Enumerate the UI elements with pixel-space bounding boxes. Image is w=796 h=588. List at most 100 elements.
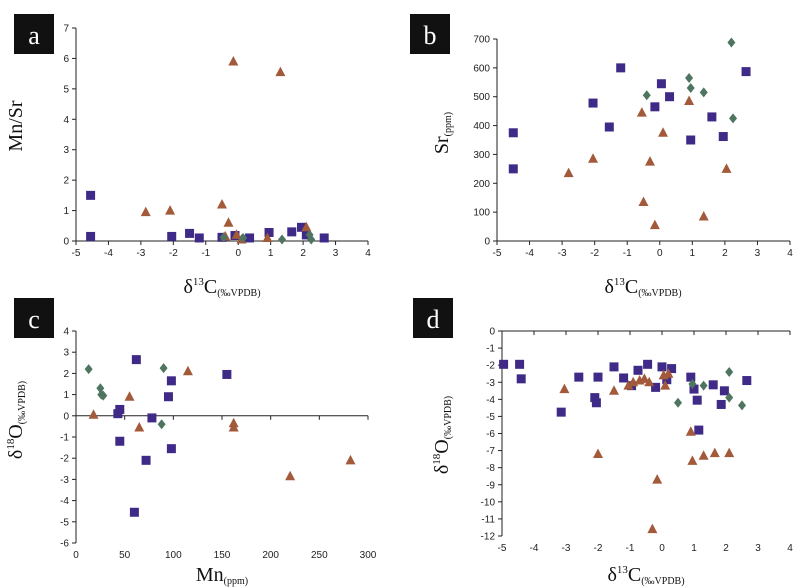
data-point-square xyxy=(686,372,696,382)
data-point-square xyxy=(694,425,704,435)
y-tick-label: 2 xyxy=(63,176,69,187)
x-tick-label: 1 xyxy=(268,248,274,259)
y-tick-label: 700 xyxy=(473,35,490,46)
x-tick-label: 50 xyxy=(119,550,131,561)
data-point-diamond xyxy=(685,72,694,83)
y-tick-label: 500 xyxy=(473,92,490,103)
data-point-diamond xyxy=(96,383,105,394)
panel-badge-label: c xyxy=(28,305,40,334)
data-point-diamond xyxy=(307,234,316,245)
data-point-square xyxy=(742,376,752,386)
y-tick-label: -2 xyxy=(486,361,495,372)
data-point-triangle xyxy=(709,447,720,458)
x-tick-label: 2 xyxy=(300,248,306,259)
y-axis-title-post: O xyxy=(5,424,27,438)
x-axis-title-post: C xyxy=(204,276,217,298)
x-tick-label: -2 xyxy=(169,248,178,259)
x-tick-label: 0 xyxy=(659,543,665,554)
y-tick-label: -5 xyxy=(60,517,69,528)
data-point-diamond xyxy=(699,380,708,391)
x-tick-label: 2 xyxy=(723,543,729,554)
y-tick-label: 0 xyxy=(489,327,495,338)
data-point-square xyxy=(665,92,675,102)
x-axis-title-sub: (ppm) xyxy=(224,576,248,587)
data-point-square xyxy=(131,355,141,365)
y-tick-label: -12 xyxy=(481,532,496,543)
data-point-triangle xyxy=(660,380,671,390)
x-tick-label: 300 xyxy=(360,550,377,561)
data-point-square xyxy=(616,63,626,73)
y-axis-title-sub: (‰VPDB) xyxy=(17,381,28,424)
data-point-diamond xyxy=(642,90,651,101)
x-tick-label: -2 xyxy=(594,543,603,554)
y-axis-title-sup: 18 xyxy=(431,453,443,465)
y-tick-label: -4 xyxy=(486,395,495,406)
data-point-triangle xyxy=(228,55,239,66)
data-point-triangle xyxy=(698,450,709,460)
data-point-square xyxy=(194,233,204,243)
x-axis-title-sub: (‰VPDB) xyxy=(638,288,681,299)
data-point-diamond xyxy=(219,232,228,243)
panel-c: c 0 50 100 150 200 250 300 -6 -5 -4 -3 -2 -1 0 1 2 3 4 Mn(p… xyxy=(5,298,377,587)
x-tick-label: 2 xyxy=(722,248,728,259)
data-point-square xyxy=(515,359,525,369)
y-axis-title-main: δ xyxy=(5,450,27,459)
data-point-square xyxy=(185,228,195,238)
data-point-square xyxy=(296,222,306,232)
y-tick-label: 7 xyxy=(63,24,69,35)
data-point-square xyxy=(667,364,677,374)
data-point-square xyxy=(656,79,666,89)
y-tick-label: 600 xyxy=(473,63,490,74)
data-point-square xyxy=(588,98,598,108)
data-point-triangle xyxy=(140,206,151,217)
data-point-triangle xyxy=(687,455,698,465)
data-point-square xyxy=(741,67,751,77)
data-point-triangle xyxy=(124,391,135,401)
data-point-triangle xyxy=(228,421,239,432)
x-axis-title-post: C xyxy=(628,564,641,586)
data-point-square xyxy=(609,362,619,372)
x-tick-label: 150 xyxy=(214,550,231,561)
panel-badge-d xyxy=(413,298,453,338)
x-tick-label: -1 xyxy=(626,543,635,554)
x-axis-title-sub: (‰VPDB) xyxy=(641,576,684,587)
y-tick-label: -6 xyxy=(60,539,69,550)
data-point-triangle xyxy=(588,153,599,163)
data-point-square xyxy=(590,393,600,403)
data-point-square xyxy=(115,404,125,414)
data-point-square xyxy=(651,382,661,392)
data-point-square xyxy=(719,386,729,396)
y-tick-label: -1 xyxy=(60,433,69,444)
data-point-triangle xyxy=(639,373,650,383)
data-point-square xyxy=(707,112,717,122)
data-point-diamond xyxy=(674,397,682,408)
data-point-square xyxy=(516,374,526,384)
data-point-square xyxy=(264,227,274,237)
x-tick-label: -4 xyxy=(530,543,539,554)
x-axis-title-main: δ xyxy=(183,276,192,298)
data-point-square xyxy=(167,231,177,241)
data-point-triangle xyxy=(559,383,570,394)
data-point-square xyxy=(163,392,173,402)
x-tick-label: -1 xyxy=(623,248,632,259)
y-tick-label: -9 xyxy=(486,480,495,491)
x-tick-label: 100 xyxy=(165,550,182,561)
data-point-diamond xyxy=(686,83,695,94)
panel-badge-label: b xyxy=(424,21,437,50)
y-axis-title: Sr(ppm) xyxy=(431,112,454,154)
data-point-square xyxy=(591,398,601,408)
data-point-square xyxy=(643,359,653,369)
data-point-triangle xyxy=(652,474,663,484)
data-point-diamond xyxy=(159,363,168,374)
x-tick-label: -3 xyxy=(562,543,571,554)
y-tick-label: -2 xyxy=(60,454,69,465)
data-point-triangle xyxy=(684,95,695,106)
y-tick-label: -1 xyxy=(486,344,495,355)
data-point-square xyxy=(508,164,518,174)
data-point-triangle xyxy=(262,232,273,242)
data-point-triangle xyxy=(275,66,286,77)
data-point-square xyxy=(619,373,629,383)
y-axis-title-sub: (ppm) xyxy=(443,112,454,136)
data-point-square xyxy=(593,372,603,382)
data-point-triangle xyxy=(563,167,574,178)
